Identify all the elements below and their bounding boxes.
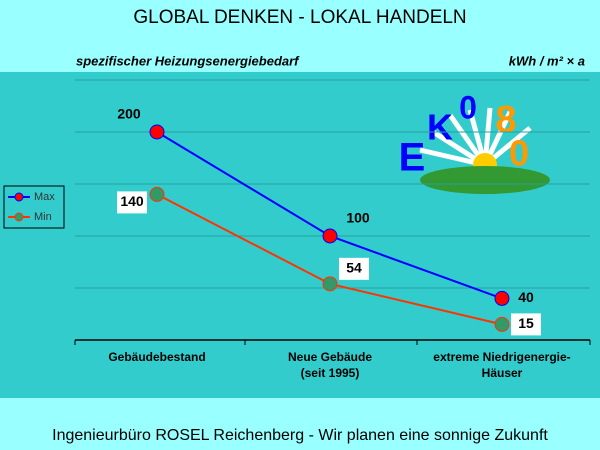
marker	[322, 228, 338, 244]
marker	[149, 124, 165, 140]
x-tick-label: extreme Niedrigenergie-Häuser	[433, 350, 570, 380]
logo-letter: 0	[509, 133, 529, 174]
title: GLOBAL DENKEN - LOKAL HANDELN	[133, 7, 466, 28]
value-label: 200	[117, 106, 141, 122]
value-label-box	[339, 257, 369, 280]
logo-letter: 0	[459, 89, 477, 125]
logo	[419, 107, 550, 194]
legend-marker	[14, 212, 24, 222]
hill	[420, 166, 550, 194]
value-label: 100	[346, 210, 370, 226]
legend-label: Max	[34, 191, 55, 203]
x-tick-label: Gebäudebestand	[108, 350, 205, 364]
marker	[322, 276, 338, 292]
value-label-box	[511, 313, 541, 336]
footer: Ingenieurbüro ROSEL Reichenberg - Wir pl…	[52, 427, 548, 444]
x-tick-label: Neue Gebäude (seit 1995)	[288, 350, 372, 380]
legend-marker	[14, 192, 24, 202]
value-label: 140	[120, 193, 144, 209]
plot-area	[0, 72, 600, 398]
value-label: 15	[518, 315, 534, 331]
value-label-box	[117, 191, 147, 214]
value-label: 40	[518, 289, 534, 305]
marker	[494, 316, 510, 332]
legend	[3, 185, 65, 229]
subtitle: spezifischer Heizungsenergiebedarf	[76, 53, 300, 68]
unit: kWh / m² × a	[509, 53, 585, 68]
logo-letter: K	[427, 107, 453, 148]
logo-letter: E	[399, 136, 426, 180]
value-label: 54	[346, 260, 362, 276]
marker	[494, 290, 510, 306]
logo-letter: 8	[495, 99, 516, 141]
marker	[149, 186, 165, 202]
legend-label: Min	[34, 211, 52, 223]
